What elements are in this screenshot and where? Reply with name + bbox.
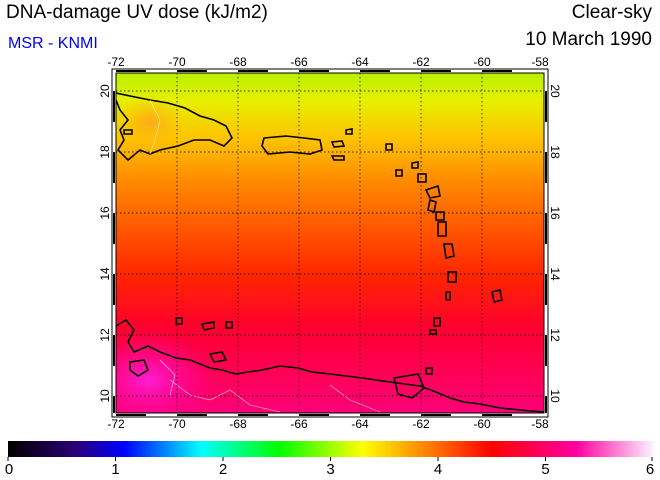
colorbar-label: 1 [111,461,119,478]
frame-ticks [113,70,547,416]
lat-tick-left: 14 [98,267,112,281]
colorbar-ticks [7,457,653,461]
colorbar-label: 3 [326,461,334,478]
lat-tick-right: 16 [548,206,562,220]
lat-tick-left: 20 [98,84,112,98]
lat-tick-right: 12 [548,328,562,342]
lon-tick-bottom: -62 [412,417,430,431]
colorbar [8,441,653,457]
lat-tick-left: 16 [98,206,112,220]
lon-tick-bottom: -72 [107,417,125,431]
map-title: DNA-damage UV dose (kJ/m2) [6,2,268,23]
lon-tick-top: -66 [290,55,308,69]
lat-tick-right: 20 [548,84,562,98]
lon-tick-bottom: -58 [531,417,549,431]
lon-tick-top: -72 [107,55,125,69]
lon-tick-bottom: -68 [229,417,247,431]
lon-tick-bottom: -64 [351,417,369,431]
lat-tick-right: 10 [548,389,562,403]
lon-tick-top: -58 [531,55,549,69]
colorbar-label: 0 [5,461,13,478]
sky-condition-label: Clear-sky [571,2,652,23]
lat-tick-right: 18 [548,145,562,159]
lon-tick-top: -60 [473,55,491,69]
lat-tick-left: 18 [98,145,112,159]
colorbar-label: 2 [219,461,227,478]
country-borders [149,99,381,413]
lat-tick-left: 12 [98,328,112,342]
date-label: 10 March 1990 [525,29,652,50]
coastlines [116,92,544,413]
lon-tick-top: -64 [351,55,369,69]
graticule [116,73,544,413]
source-label: MSR - KNMI [8,35,98,52]
lon-tick-top: -70 [168,55,186,69]
colorbar-label: 5 [541,461,549,478]
lat-tick-left: 10 [98,389,112,403]
lon-tick-top: -68 [229,55,247,69]
colorbar-label: 6 [646,461,654,478]
lon-tick-bottom: -70 [168,417,186,431]
colorbar-label: 4 [434,461,442,478]
lon-tick-bottom: -66 [290,417,308,431]
lon-tick-bottom: -60 [473,417,491,431]
lon-tick-top: -62 [412,55,430,69]
lat-tick-right: 14 [548,267,562,281]
